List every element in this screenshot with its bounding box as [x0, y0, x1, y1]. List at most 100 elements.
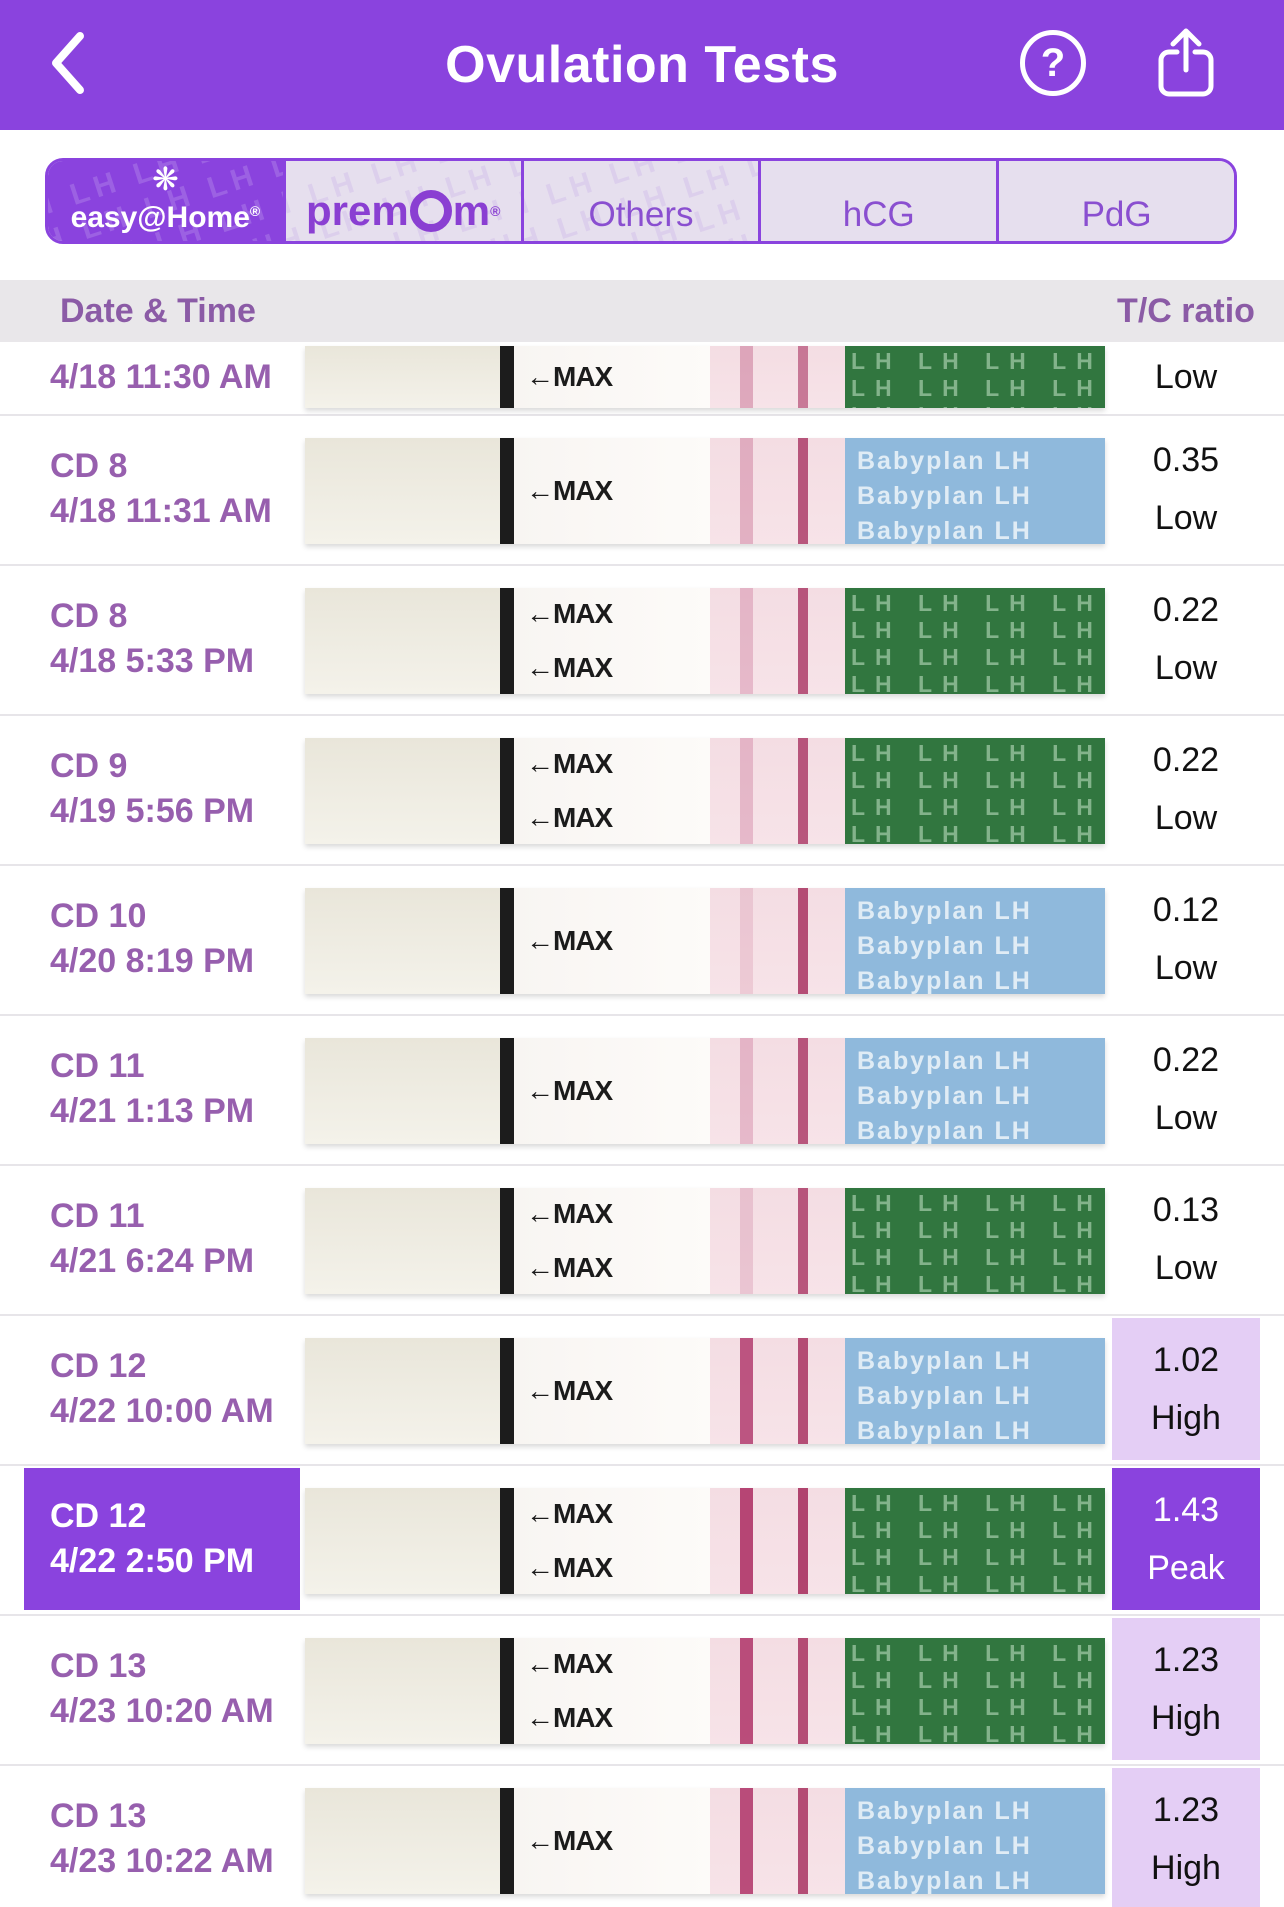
test-strip-photo: ←MAX LH LH LH LH LH LH LH LH LH LH LH LH… — [305, 346, 1105, 408]
strip-max-label-area: ←MAX ←MAX — [514, 588, 710, 694]
control-line — [798, 1038, 808, 1144]
strip-max-label-area: ←MAX — [514, 438, 710, 544]
ratio-value: 0.22 — [1152, 591, 1220, 629]
test-row[interactable]: CD 8 4/18 11:31 AM ←MAX Babyplan LH Baby… — [0, 416, 1284, 566]
control-line — [798, 1638, 808, 1744]
strip-max-line — [500, 588, 514, 694]
ratio-status: High — [1151, 1699, 1221, 1737]
strip-handle: Babyplan LH Babyplan LH Babyplan LH Baby… — [845, 1038, 1105, 1144]
strip-handle: Babyplan LH Babyplan LH Babyplan LH Baby… — [845, 1338, 1105, 1444]
ratio-status: Low — [1154, 499, 1218, 537]
test-strip-photo: ←MAX Babyplan LH Babyplan LH Babyplan LH… — [305, 1338, 1105, 1444]
strip-body — [305, 346, 500, 408]
test-row[interactable]: CD 9 4/19 5:56 PM ←MAX ←MAX LH LH LH LH … — [0, 716, 1284, 866]
date-cell: CD 11 4/21 1:13 PM — [24, 1018, 300, 1160]
strip-max-line — [500, 1188, 514, 1294]
strip-max-label-area: ←MAX — [514, 346, 710, 408]
datetime-label: 4/19 5:56 PM — [50, 792, 255, 830]
strip-max-label-area: ←MAX — [514, 1038, 710, 1144]
ratio-value: 1.43 — [1152, 1491, 1220, 1529]
strip-handle: LH LH LH LH LH LH LH LH LH LH LH LH LH L… — [845, 1188, 1105, 1294]
strip-max-line — [500, 1038, 514, 1144]
cycle-day-label: CD 11 — [50, 1197, 145, 1235]
test-strip-photo: ←MAX Babyplan LH Babyplan LH Babyplan LH… — [305, 1038, 1105, 1144]
test-row[interactable]: CD 13 4/23 10:22 AM ←MAX Babyplan LH Bab… — [0, 1766, 1284, 1907]
control-line — [798, 438, 808, 544]
easyhome-flower-icon: ❋ — [151, 161, 179, 197]
back-button[interactable] — [46, 30, 90, 96]
help-button[interactable]: ? — [1020, 30, 1086, 96]
max-arrow-label: ←MAX — [526, 1075, 613, 1106]
tab-others[interactable]: LH LH LH LH LH LH LH LH LH LH LH LH LH L… — [520, 161, 759, 241]
brand-segmented-control: LH LH LH LH LH LH LH LH LH LH LH LH LH L… — [45, 158, 1237, 244]
cycle-day-label: CD 8 — [50, 597, 128, 635]
ratio-cell: 1.02 High — [1112, 1318, 1260, 1460]
strip-max-line — [500, 1338, 514, 1444]
control-line — [798, 738, 808, 844]
strip-result-window — [710, 1188, 845, 1294]
tab-hcg-label: hCG — [842, 195, 915, 234]
strip-body — [305, 1188, 500, 1294]
test-row[interactable]: CD 8 4/18 5:33 PM ←MAX ←MAX LH LH LH LH … — [0, 566, 1284, 716]
datetime-label: 4/18 11:31 AM — [50, 492, 272, 530]
strip-result-window — [710, 1338, 845, 1444]
ratio-cell: 0.12 Low — [1112, 868, 1260, 1010]
cycle-day-label: CD 8 — [50, 447, 128, 485]
datetime-label: 4/18 5:33 PM — [50, 642, 255, 680]
strip-handle: LH LH LH LH LH LH LH LH LH LH LH LH LH L… — [845, 588, 1105, 694]
datetime-label: 4/20 8:19 PM — [50, 942, 255, 980]
ratio-status: Peak — [1147, 1549, 1225, 1587]
date-cell: CD 12 4/22 2:50 PM — [24, 1468, 300, 1610]
date-cell: CD 12 4/22 10:00 AM — [24, 1318, 300, 1460]
cycle-day-label: CD 12 — [50, 1497, 147, 1535]
strip-result-window — [710, 1488, 845, 1594]
test-strip-photo: ←MAX ←MAX LH LH LH LH LH LH LH LH LH LH … — [305, 1488, 1105, 1594]
test-row[interactable]: 4/18 11:30 AM ←MAX LH LH LH LH LH LH LH … — [0, 342, 1284, 416]
tab-pdg-label: PdG — [1081, 195, 1152, 234]
ratio-cell: 1.43 Peak — [1112, 1468, 1260, 1610]
tab-pdg[interactable]: PdG — [996, 161, 1234, 241]
test-line — [740, 438, 753, 544]
test-row[interactable]: CD 11 4/21 6:24 PM ←MAX ←MAX LH LH LH LH… — [0, 1166, 1284, 1316]
control-line — [798, 1338, 808, 1444]
strip-max-label-area: ←MAX — [514, 888, 710, 994]
max-arrow-label: ←MAX — [526, 652, 613, 683]
ratio-cell: 0.13 Low — [1112, 1168, 1260, 1310]
test-strip-photo: ←MAX Babyplan LH Babyplan LH Babyplan LH… — [305, 888, 1105, 994]
tab-hcg[interactable]: hCG — [758, 161, 997, 241]
ratio-status: Low — [1154, 799, 1218, 837]
tab-premom[interactable]: LH LH LH LH LH LH LH LH LH LH LH LH LH L… — [282, 161, 521, 241]
max-arrow-label: ←MAX — [526, 1648, 613, 1679]
test-line — [740, 1038, 753, 1144]
share-button[interactable] — [1155, 26, 1217, 100]
test-row[interactable]: CD 12 4/22 2:50 PM ←MAX ←MAX LH LH LH LH… — [0, 1466, 1284, 1616]
tab-easyathome[interactable]: LH LH LH LH LH LH LH LH LH LH LH LH LH L… — [48, 161, 283, 241]
test-line — [740, 1638, 753, 1744]
control-line — [798, 1788, 808, 1894]
cycle-day-label: CD 10 — [50, 897, 147, 935]
strip-max-label-area: ←MAX ←MAX — [514, 1188, 710, 1294]
strip-max-line — [500, 1488, 514, 1594]
strip-handle: LH LH LH LH LH LH LH LH LH LH LH LH LH L… — [845, 738, 1105, 844]
test-row[interactable]: CD 11 4/21 1:13 PM ←MAX Babyplan LH Baby… — [0, 1016, 1284, 1166]
test-row[interactable]: CD 12 4/22 10:00 AM ←MAX Babyplan LH Bab… — [0, 1316, 1284, 1466]
test-row[interactable]: CD 10 4/20 8:19 PM ←MAX Babyplan LH Baby… — [0, 866, 1284, 1016]
strip-max-line — [500, 888, 514, 994]
cycle-day-label: CD 13 — [50, 1797, 147, 1835]
strip-max-line — [500, 1788, 514, 1894]
strip-handle: Babyplan LH Babyplan LH Babyplan LH Baby… — [845, 438, 1105, 544]
ratio-status: High — [1151, 1399, 1221, 1437]
datetime-label: 4/21 6:24 PM — [50, 1242, 255, 1280]
strip-result-window — [710, 888, 845, 994]
test-strip-photo: ←MAX ←MAX LH LH LH LH LH LH LH LH LH LH … — [305, 1188, 1105, 1294]
control-line — [798, 1188, 808, 1294]
test-strip-photo: ←MAX ←MAX LH LH LH LH LH LH LH LH LH LH … — [305, 1638, 1105, 1744]
max-arrow-label: ←MAX — [526, 1375, 613, 1406]
strip-handle: Babyplan LH Babyplan LH Babyplan LH Baby… — [845, 1788, 1105, 1894]
test-row[interactable]: CD 13 4/23 10:20 AM ←MAX ←MAX LH LH LH L… — [0, 1616, 1284, 1766]
test-line — [740, 1788, 753, 1894]
max-arrow-label: ←MAX — [526, 1552, 613, 1583]
max-arrow-label: ←MAX — [526, 1702, 613, 1733]
strip-max-line — [500, 346, 514, 408]
back-chevron-icon — [52, 32, 84, 94]
